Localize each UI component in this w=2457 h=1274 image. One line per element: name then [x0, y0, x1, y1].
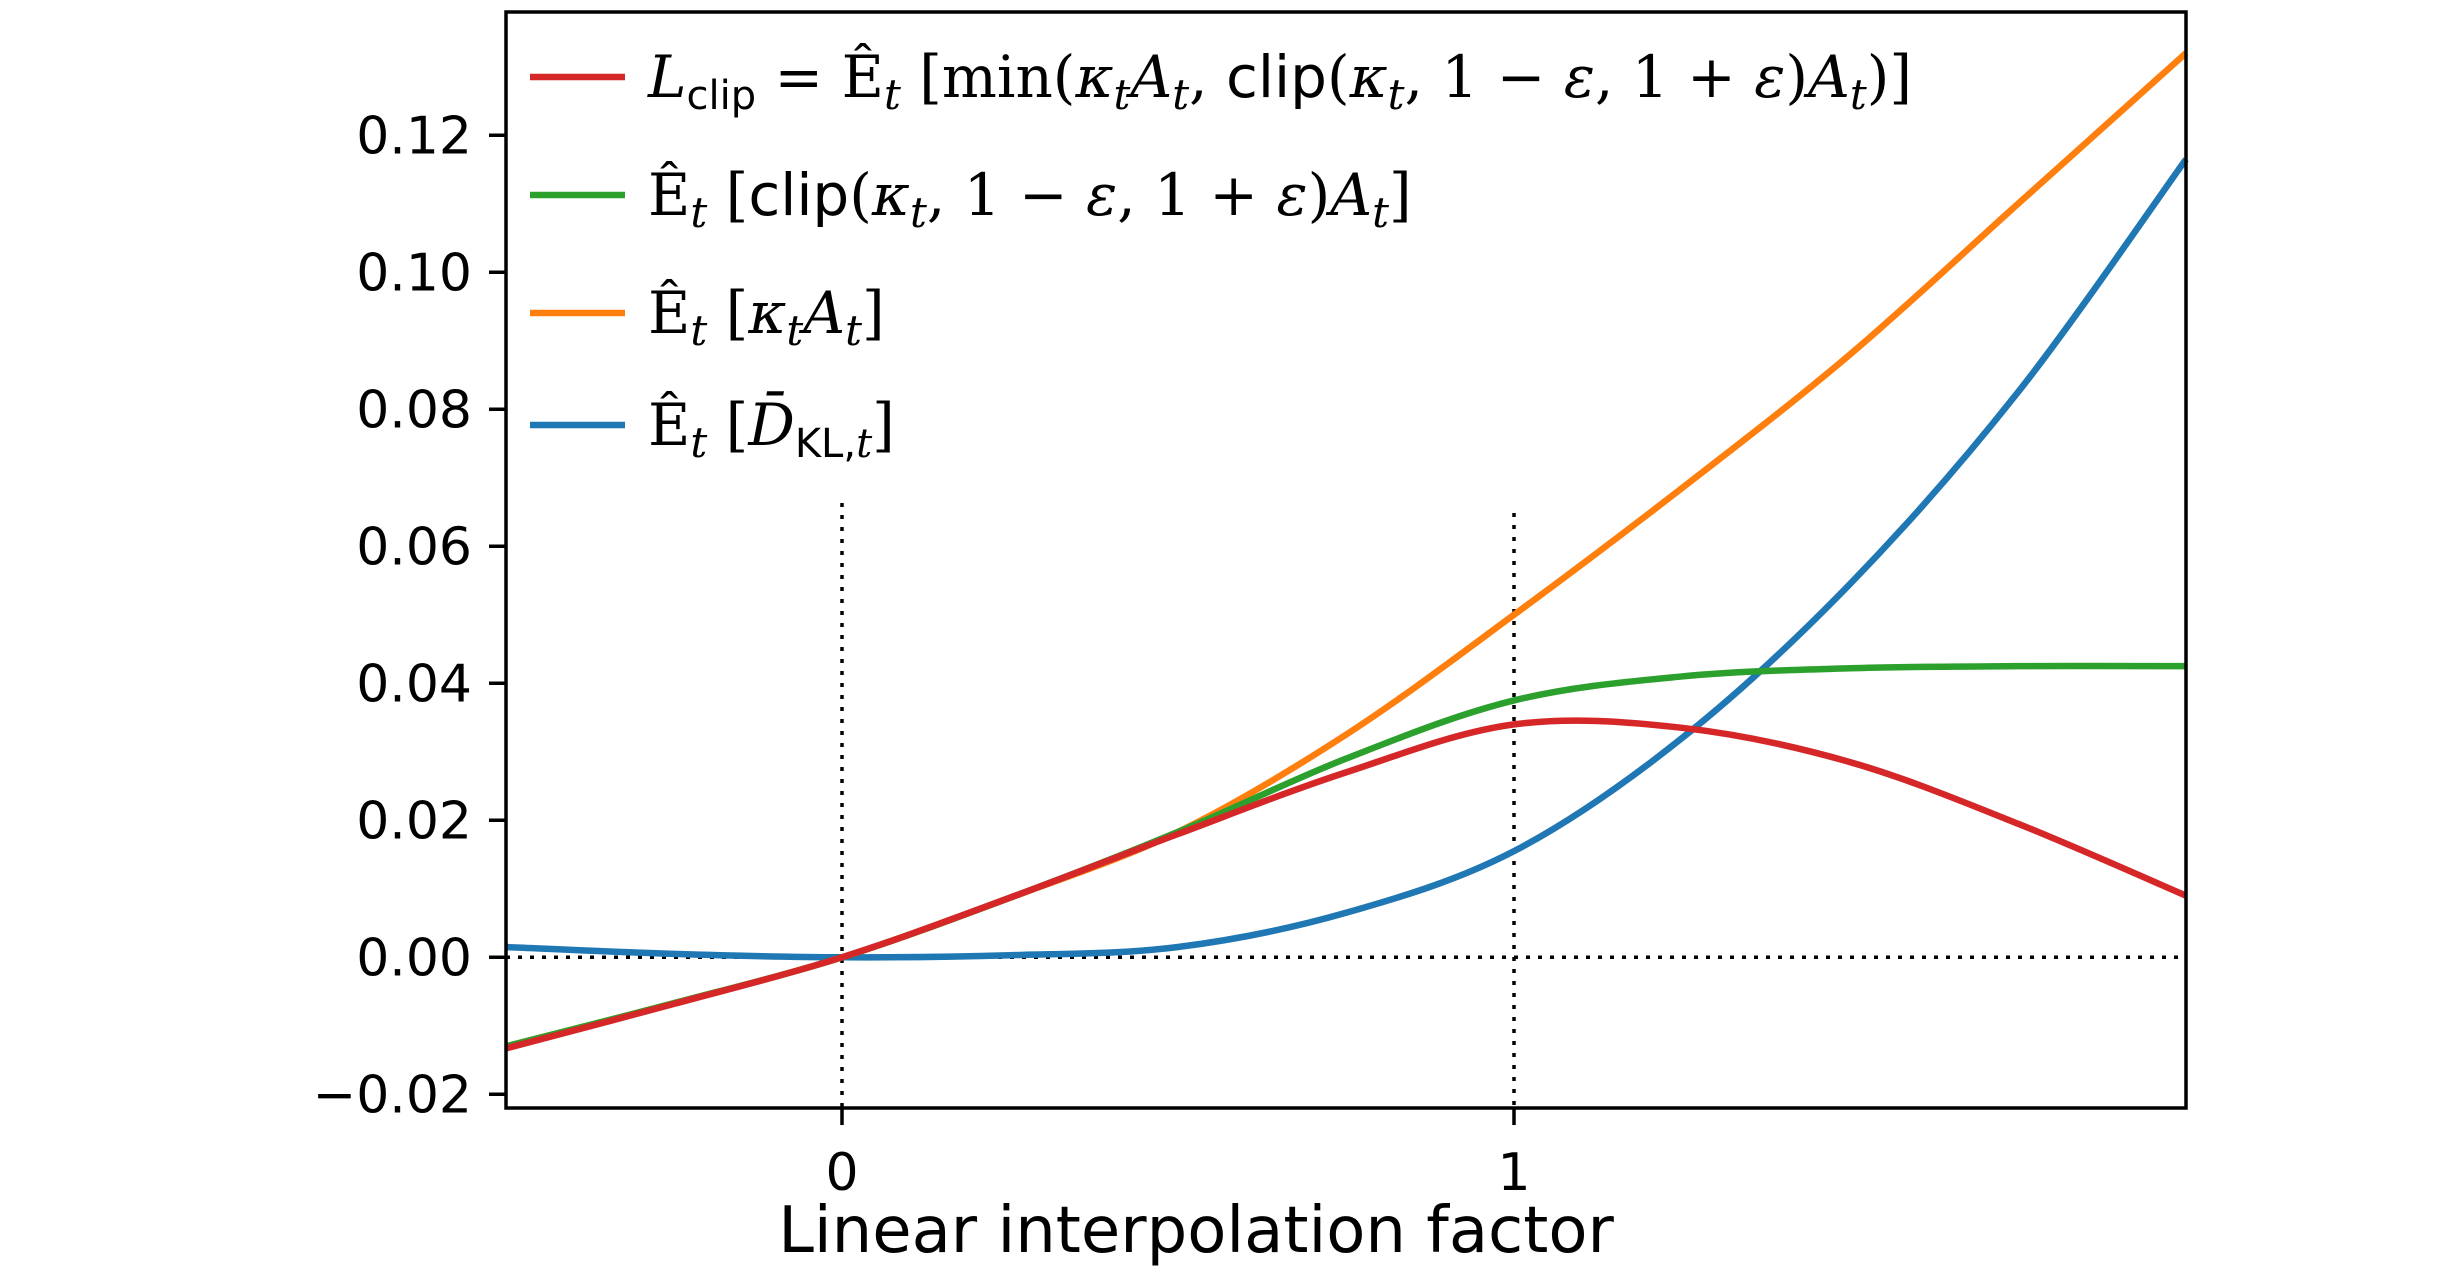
plot-frame: [504, 10, 2188, 1110]
y-axis: −0.02 0.00 0.02 0.04 0.06 0.08 0.10 0.12: [313, 106, 506, 1125]
legend-label-kl: Êt [D̄KL,t]: [648, 390, 895, 467]
series-line-3: [505, 157, 2189, 961]
legend-entry-kl: Êt [D̄KL,t]: [530, 390, 895, 467]
series-line-0: [505, 717, 2188, 1052]
y-tick-label: 0.10: [356, 243, 472, 303]
x-axis-label: Linear interpolation factor: [778, 1194, 1614, 1268]
series-line-1: [505, 662, 2187, 1050]
legend-label-ratio: Êt [κtAt]: [648, 279, 885, 355]
legend-entry-ratio: Êt [κtAt]: [530, 279, 885, 355]
legend-label-lclip: Lclip = Êt [min(κtAt, clip(κt, 1 − ε, 1 …: [647, 43, 1912, 119]
y-tick-label: 0.00: [356, 928, 472, 988]
series-lines: [505, 50, 2189, 1052]
x-tick-label: 0: [825, 1143, 858, 1203]
y-tick-label: 0.04: [356, 654, 472, 714]
legend-entry-clip: Êt [clip(κt, 1 − ε, 1 + ε)At]: [530, 161, 1412, 237]
y-tick-label: 0.12: [356, 106, 472, 166]
legend: Lclip = Êt [min(κtAt, clip(κt, 1 − ε, 1 …: [530, 43, 1912, 467]
x-tick-label: 1: [1497, 1143, 1530, 1203]
y-tick-label: 0.02: [356, 791, 472, 851]
y-tick-label: −0.02: [313, 1065, 472, 1125]
legend-entry-lclip: Lclip = Êt [min(κtAt, clip(κt, 1 − ε, 1 …: [530, 43, 1912, 119]
reference-lines: [506, 503, 2186, 1108]
y-tick-label: 0.08: [356, 380, 472, 440]
legend-label-clip: Êt [clip(κt, 1 − ε, 1 + ε)At]: [648, 161, 1412, 237]
y-tick-label: 0.06: [356, 517, 472, 577]
